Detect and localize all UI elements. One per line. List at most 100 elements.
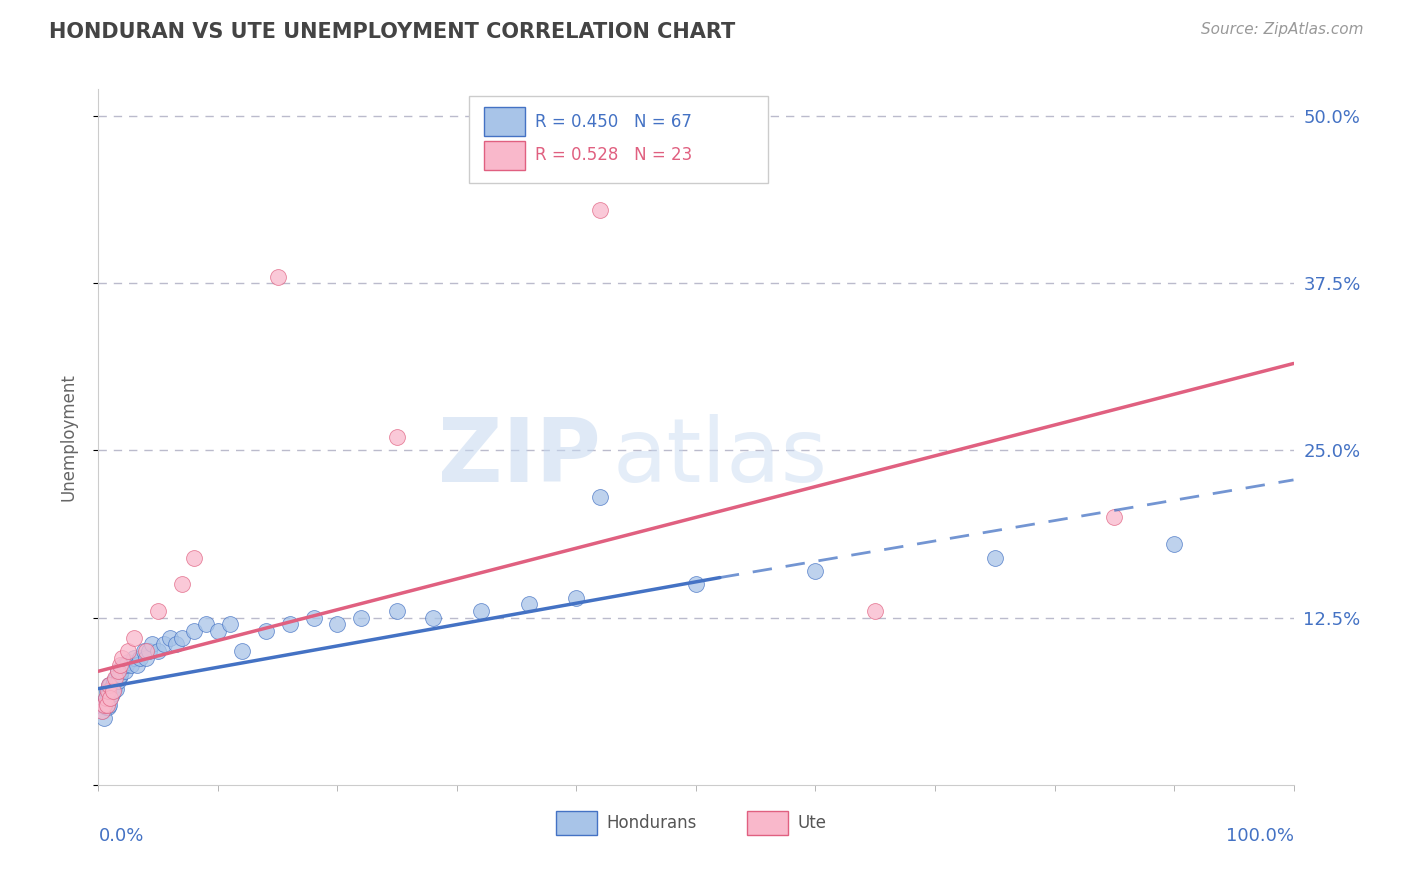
Point [207, 624, 229, 639]
Point [101, 684, 124, 698]
Point [100, 681, 122, 696]
Point [231, 644, 253, 658]
Point [105, 671, 128, 685]
Point [117, 655, 139, 669]
Point [326, 617, 349, 632]
Point [129, 651, 152, 665]
Point [350, 611, 373, 625]
Point [219, 617, 242, 632]
Point [589, 490, 612, 504]
Point [278, 617, 301, 632]
Text: HONDURAN VS UTE UNEMPLOYMENT CORRELATION CHART: HONDURAN VS UTE UNEMPLOYMENT CORRELATION… [49, 22, 735, 42]
Point [470, 604, 492, 618]
Point [94, 690, 117, 705]
Point [108, 668, 131, 682]
Point [148, 604, 170, 618]
FancyBboxPatch shape [470, 96, 768, 183]
Point [107, 671, 129, 685]
Point [94, 700, 117, 714]
Point [135, 651, 157, 665]
Point [984, 550, 1007, 565]
Text: R = 0.450   N = 67: R = 0.450 N = 67 [534, 113, 692, 131]
Point [91, 705, 114, 719]
Point [195, 617, 218, 632]
Text: R = 0.528   N = 23: R = 0.528 N = 23 [534, 146, 692, 164]
Point [1163, 537, 1185, 551]
Point [98, 698, 121, 712]
FancyBboxPatch shape [557, 812, 596, 835]
Point [100, 687, 122, 701]
Point [125, 657, 148, 672]
Point [183, 550, 205, 565]
Point [589, 202, 612, 217]
Point [104, 671, 127, 685]
Point [104, 678, 127, 692]
Point [97, 684, 120, 698]
Y-axis label: Unemployment: Unemployment [59, 373, 77, 501]
Point [117, 644, 139, 658]
Point [98, 684, 121, 698]
Point [94, 690, 117, 705]
Point [165, 637, 187, 651]
Point [153, 637, 176, 651]
Point [103, 673, 125, 688]
Point [96, 684, 118, 698]
Point [385, 430, 409, 444]
Point [1104, 510, 1126, 524]
Point [93, 711, 115, 725]
Point [105, 681, 128, 696]
Point [97, 700, 120, 714]
Point [254, 624, 277, 639]
Point [101, 684, 124, 698]
Point [865, 604, 887, 618]
Point [183, 624, 205, 639]
Point [141, 637, 163, 651]
Point [93, 698, 115, 712]
Point [91, 698, 114, 712]
Text: Hondurans: Hondurans [606, 814, 697, 832]
Point [804, 564, 827, 578]
Point [107, 664, 129, 679]
Point [98, 678, 121, 692]
Point [103, 681, 125, 696]
Point [132, 644, 155, 658]
Point [120, 657, 142, 672]
Point [108, 657, 131, 672]
Point [385, 604, 409, 618]
Point [112, 657, 135, 672]
Point [422, 611, 444, 625]
Text: atlas: atlas [613, 415, 828, 501]
Point [111, 660, 134, 674]
Point [172, 631, 194, 645]
Point [115, 657, 138, 672]
Point [96, 698, 118, 712]
Point [98, 678, 122, 692]
Point [98, 684, 122, 698]
Text: ZIP: ZIP [437, 415, 600, 501]
Point [685, 577, 707, 591]
Point [101, 678, 124, 692]
Point [107, 673, 129, 688]
Point [98, 690, 122, 705]
Point [124, 631, 146, 645]
Point [110, 664, 132, 679]
Point [98, 690, 122, 705]
Point [96, 698, 118, 712]
Point [107, 664, 129, 679]
Point [517, 598, 540, 612]
Text: 0.0%: 0.0% [98, 827, 143, 845]
Point [159, 631, 181, 645]
Point [267, 269, 290, 284]
Point [565, 591, 588, 605]
Point [111, 651, 134, 665]
Point [98, 678, 121, 692]
Point [114, 664, 136, 679]
FancyBboxPatch shape [748, 812, 787, 835]
Point [302, 611, 325, 625]
Point [91, 705, 114, 719]
Point [135, 644, 157, 658]
Text: Ute: Ute [797, 814, 827, 832]
Point [124, 651, 146, 665]
Point [148, 644, 170, 658]
Text: 100.0%: 100.0% [1226, 827, 1294, 845]
